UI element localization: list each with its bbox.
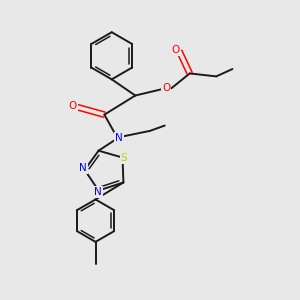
Text: O: O <box>68 101 77 111</box>
Text: O: O <box>162 83 170 93</box>
Text: N: N <box>94 187 102 197</box>
Text: O: O <box>171 45 179 55</box>
Text: N: N <box>115 133 123 143</box>
Text: S: S <box>121 153 127 163</box>
Text: N: N <box>79 164 87 173</box>
